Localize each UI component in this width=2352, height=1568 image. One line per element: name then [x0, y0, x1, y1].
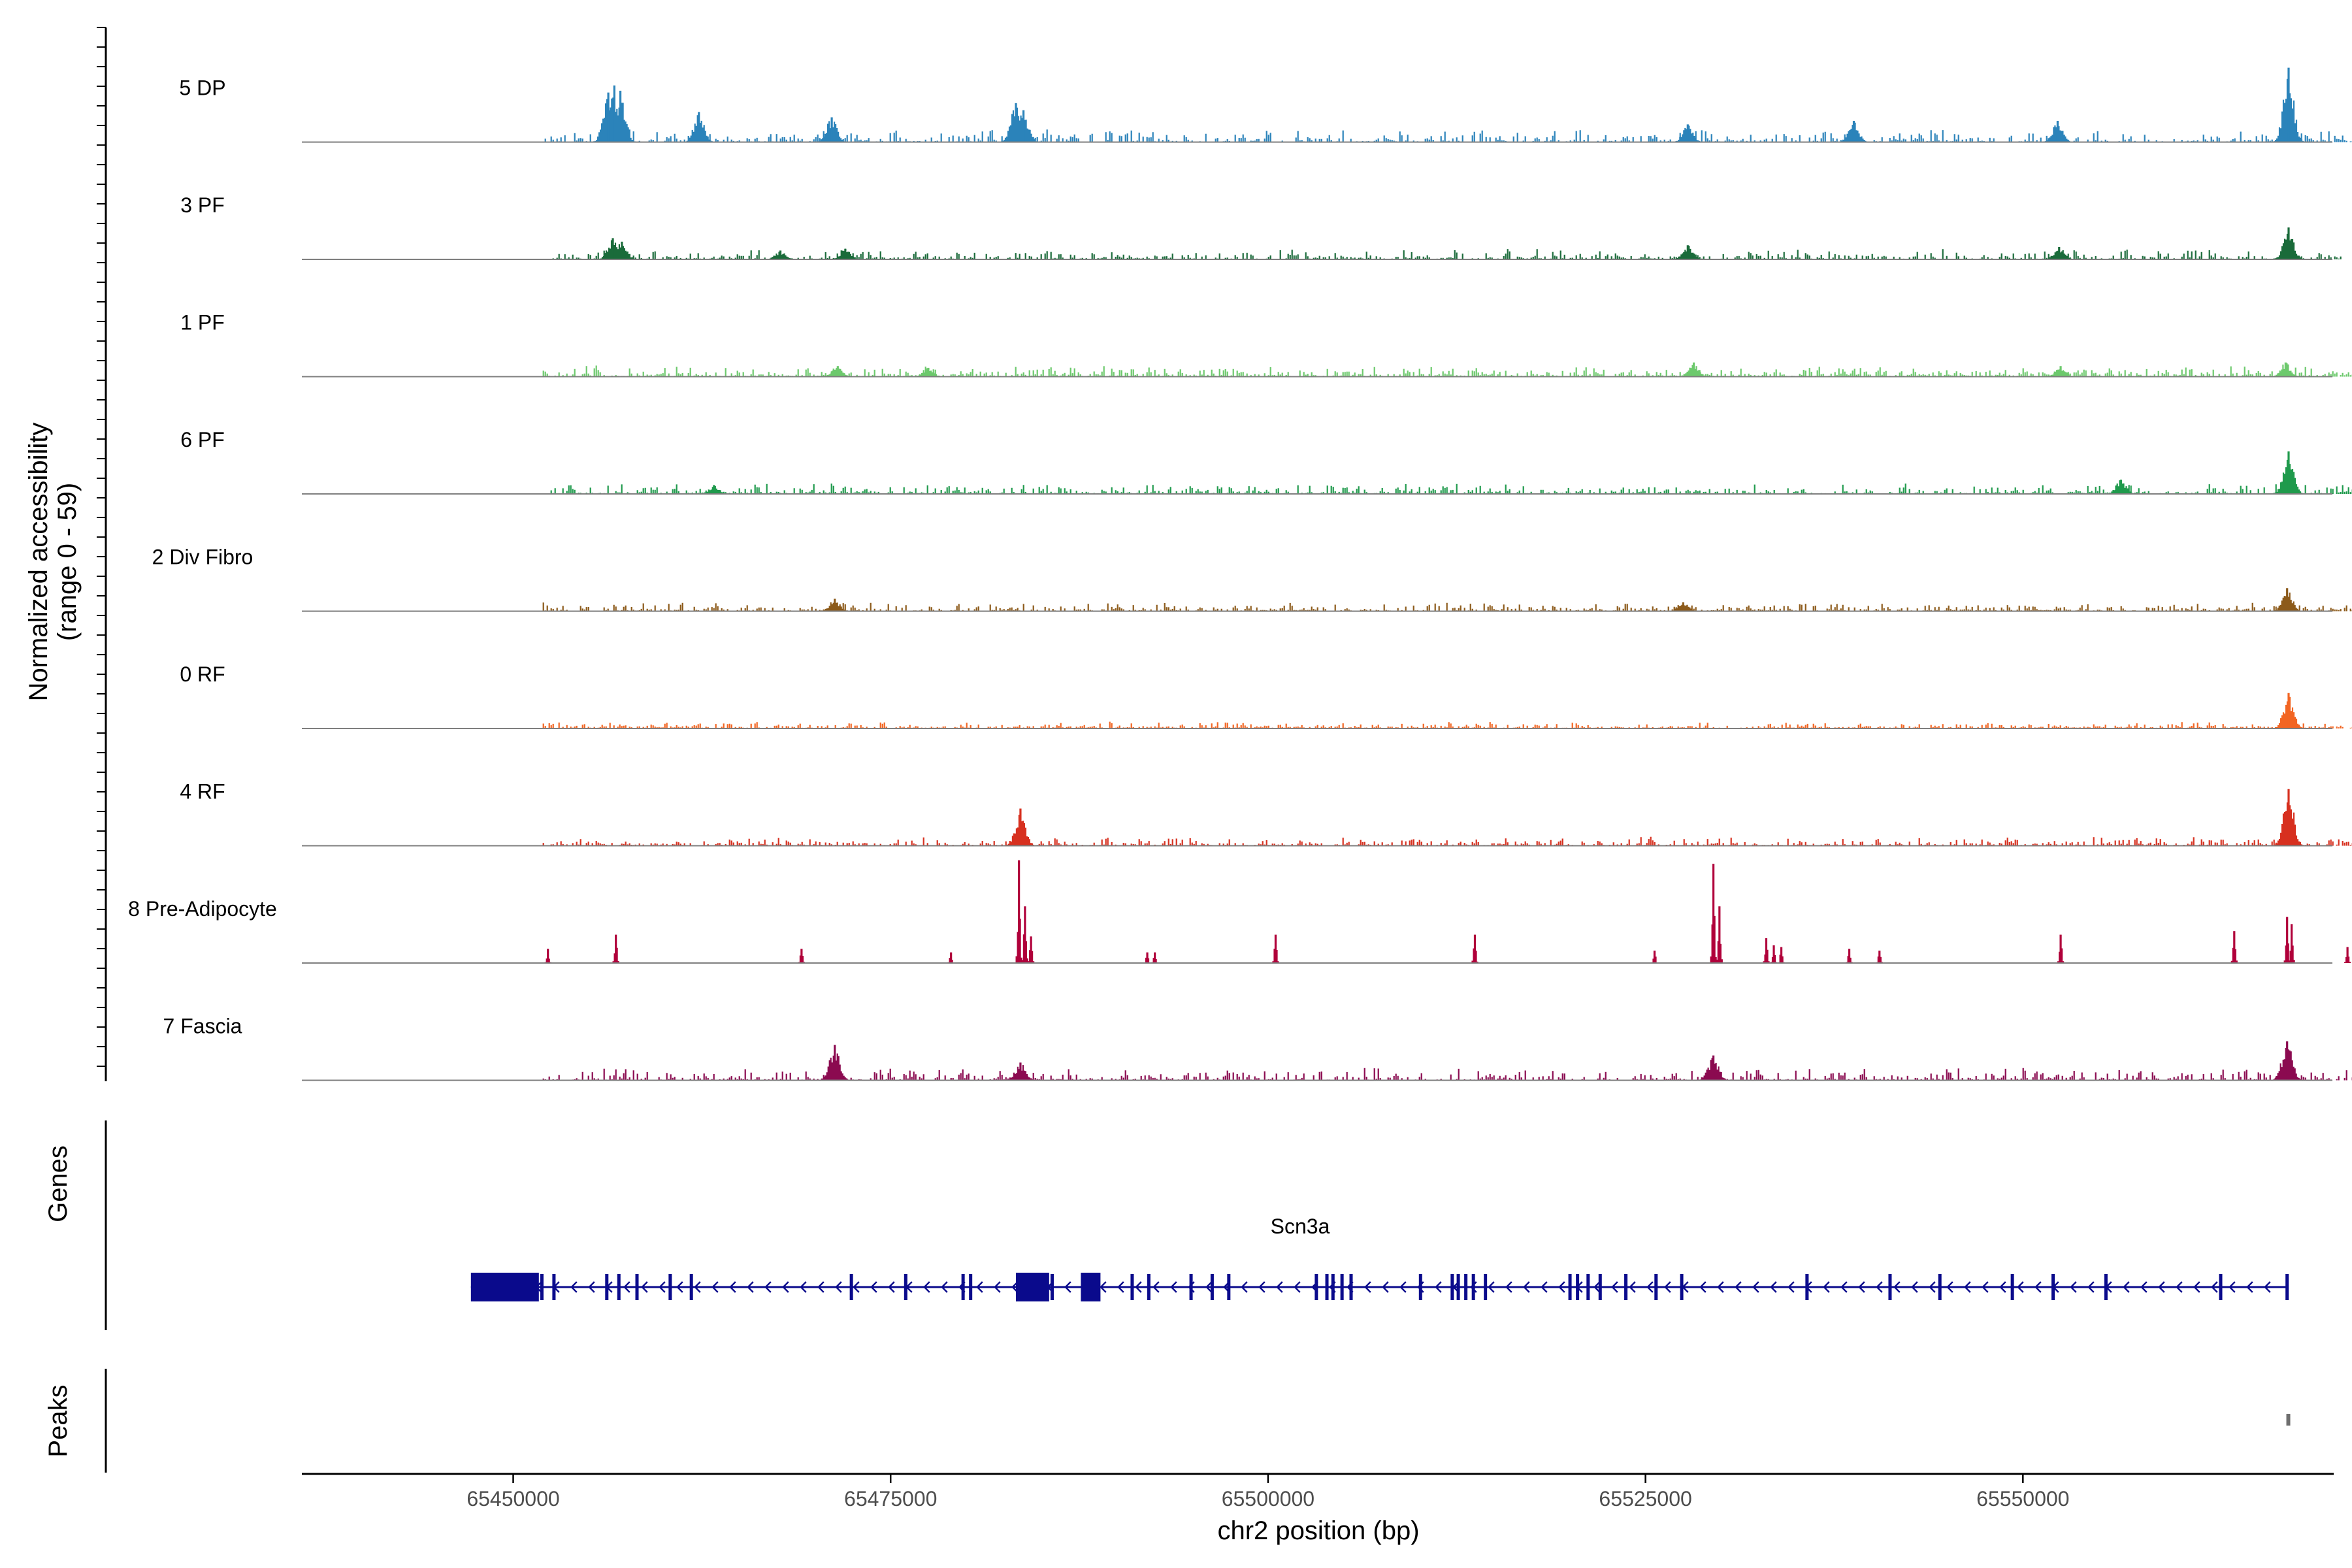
- y-axis-title-line-1: Normalized accessibility: [24, 423, 53, 702]
- gene-exon: [1227, 1274, 1231, 1300]
- gene-exon: [1094, 1274, 1098, 1300]
- y-axis-subtitle: (range 0 - 59): [53, 483, 82, 641]
- track-8: 7 Fascia: [163, 1015, 2352, 1081]
- track-label: 4 RF: [180, 780, 225, 804]
- track-5: 0 RF: [180, 662, 2352, 729]
- gene-exon: [1450, 1274, 1454, 1300]
- gene-exon: [2051, 1274, 2055, 1300]
- genes-track: [105, 1120, 2289, 1330]
- genes-track-label: Genes: [44, 1145, 73, 1222]
- track-label: 2 Div Fibro: [152, 546, 253, 569]
- gene-exon: [1340, 1274, 1344, 1300]
- gene-exon: [849, 1274, 853, 1300]
- coverage-signal: [550, 454, 2352, 494]
- gene-exon: [540, 1274, 544, 1300]
- gene-exon: [1624, 1274, 1628, 1300]
- coverage-signal: [544, 76, 2352, 142]
- y-axis-title-line-2: (range 0 - 59): [53, 483, 82, 641]
- gene-exon: [1598, 1274, 1602, 1300]
- x-axis-title: chr2 position (bp): [1217, 1516, 1419, 1545]
- coverage-signal: [542, 1043, 2352, 1081]
- x-tick-label: 65550000: [1976, 1487, 2069, 1511]
- x-tick-label: 65500000: [1222, 1487, 1315, 1511]
- y-axis-title: Normalized accessibility: [24, 423, 53, 702]
- gene-exon: [904, 1274, 907, 1300]
- gene-exon: [2104, 1274, 2108, 1300]
- gene-exon: [1189, 1274, 1193, 1300]
- track-2: 1 PF: [180, 311, 2352, 378]
- gene-exon: [1456, 1274, 1460, 1300]
- gene-exon: [1331, 1274, 1335, 1300]
- coverage-tracks: 5 DP 3 PF 1 PF 6 PF 2 Div Fibro 0 RF 4 RF 8 Pre…: [128, 67, 2352, 1081]
- gene-exon: [1130, 1274, 1134, 1300]
- gene-exon: [1888, 1274, 1892, 1300]
- peaks-track: [105, 1369, 2291, 1473]
- gene-exon: [1147, 1274, 1151, 1300]
- gene-exon: [961, 1274, 965, 1300]
- gene-exon: [1050, 1274, 1054, 1300]
- gene-exon: [1805, 1274, 1809, 1300]
- peak-region: [2286, 1414, 2291, 1426]
- peaks-track-label: Peaks: [44, 1384, 73, 1457]
- gene-exon: [1654, 1274, 1658, 1300]
- gene-exon: [668, 1274, 672, 1300]
- track-0: 5 DP: [179, 67, 2352, 143]
- coverage-signal: [542, 363, 2352, 377]
- track-6: 4 RF: [180, 780, 2352, 847]
- x-tick-label: 65475000: [844, 1487, 937, 1511]
- accessibility-axis: [97, 27, 107, 1081]
- gene-exon: [1471, 1274, 1475, 1300]
- track-label: 0 RF: [180, 662, 225, 686]
- track-label: 6 PF: [180, 428, 225, 451]
- track-label: 3 PF: [180, 193, 225, 217]
- gene-exon: [1325, 1274, 1329, 1300]
- gene-exon: [1680, 1274, 1684, 1300]
- coverage-signal: [542, 800, 2352, 846]
- gene-exon: [969, 1274, 973, 1300]
- track-label: 1 PF: [180, 311, 225, 335]
- gene-exon: [1464, 1274, 1468, 1300]
- gene-exon: [635, 1274, 639, 1300]
- gene-name-label: Scn3a: [1271, 1215, 1330, 1238]
- gene-exon: [617, 1274, 621, 1300]
- gene-exon: [2010, 1274, 2014, 1300]
- track-label: 8 Pre-Adipocyte: [128, 897, 277, 921]
- gene-exon: [1210, 1274, 1214, 1300]
- coverage-signal: [544, 864, 2351, 963]
- x-axis: 65450000 65475000 65500000 65525000 65550000…: [302, 1473, 2334, 1511]
- track-7: 8 Pre-Adipocyte: [128, 860, 2351, 964]
- gene-exon: [1418, 1274, 1422, 1300]
- gene-exon: [689, 1274, 693, 1300]
- gene-exon: [1938, 1274, 1942, 1300]
- gene-exon: [1576, 1274, 1580, 1300]
- gene-exon: [1315, 1274, 1318, 1300]
- track-3: 6 PF: [180, 428, 2352, 495]
- gene-exon: [1015, 1273, 1049, 1301]
- gene-exon: [1568, 1274, 1572, 1300]
- coverage-signal: [542, 593, 2352, 612]
- gene-exon: [1349, 1274, 1353, 1300]
- gene-exon: [1586, 1274, 1590, 1300]
- gene-exon: [605, 1274, 609, 1300]
- coverage-signal: [552, 232, 2342, 259]
- gene-exon: [2219, 1274, 2223, 1300]
- gene-exon: [552, 1274, 556, 1300]
- track-4: 2 Div Fibro: [152, 546, 2352, 612]
- x-tick-label: 65525000: [1599, 1487, 1691, 1511]
- gene-exon: [2285, 1274, 2289, 1300]
- gene-exon: [470, 1273, 539, 1301]
- track-label: 7 Fascia: [163, 1015, 242, 1038]
- track-1: 3 PF: [180, 193, 2342, 260]
- gene-exon: [1484, 1274, 1488, 1300]
- x-tick-label: 65450000: [466, 1487, 559, 1511]
- track-label: 5 DP: [179, 76, 225, 100]
- coverage-signal: [542, 696, 2352, 728]
